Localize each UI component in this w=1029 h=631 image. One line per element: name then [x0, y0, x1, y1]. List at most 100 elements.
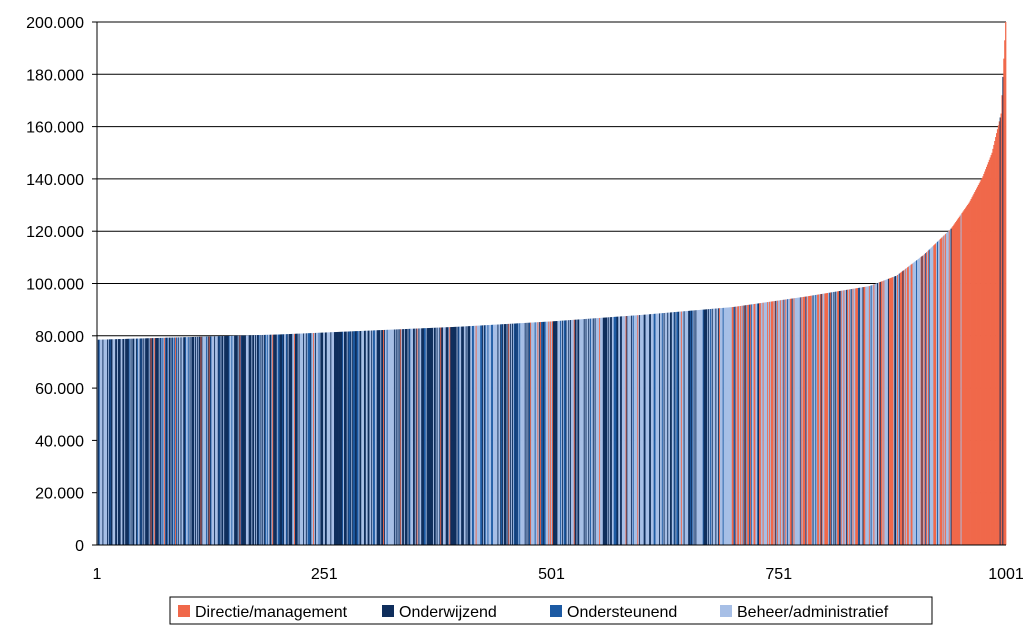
bar-24	[117, 339, 120, 545]
bar-946	[955, 222, 957, 546]
bar-901	[914, 261, 916, 545]
bar-173	[253, 335, 255, 545]
bar-320	[386, 329, 388, 545]
bar-681	[714, 308, 716, 545]
x-tick-label: 1001	[988, 566, 1024, 583]
bar-233	[307, 333, 309, 545]
bar-617	[656, 313, 658, 545]
bar-833	[852, 288, 854, 545]
bar-850	[867, 286, 870, 545]
bar-272	[343, 331, 345, 545]
bar-909	[921, 256, 923, 545]
bar-948	[956, 219, 959, 545]
bar-866	[882, 280, 884, 545]
bar-315	[382, 330, 384, 545]
bar-365	[427, 328, 429, 545]
bar-162	[243, 335, 245, 545]
bar-872	[887, 278, 890, 545]
bar-733	[761, 302, 763, 545]
bar-436	[492, 324, 494, 545]
bar-58	[148, 338, 151, 545]
bar-180	[259, 335, 261, 545]
bar-520	[568, 320, 570, 545]
bar-83	[171, 337, 173, 545]
bar-798	[820, 294, 823, 545]
bar-517	[565, 320, 567, 545]
bar-930	[940, 238, 942, 546]
bar-643	[680, 311, 682, 545]
bar-971	[977, 185, 980, 545]
bar-718	[748, 304, 750, 545]
bar-877	[892, 277, 894, 545]
bar-824	[844, 290, 846, 545]
bar-449	[503, 324, 506, 545]
bar-498	[548, 321, 550, 545]
bar-246	[319, 332, 321, 545]
bar-62	[152, 338, 154, 545]
x-tick-label: 501	[538, 566, 565, 583]
bar-280	[350, 331, 352, 545]
bar-939	[948, 230, 951, 545]
bar-21	[115, 339, 117, 545]
bar-394	[453, 326, 456, 545]
bar-860	[877, 282, 879, 545]
bar-546	[591, 318, 594, 545]
bar-244	[317, 332, 319, 545]
bar-332	[397, 329, 399, 545]
bar-197	[274, 334, 277, 545]
bar-525	[572, 319, 575, 545]
bar-422	[479, 325, 481, 545]
bar-942	[951, 227, 953, 545]
bar-766	[791, 298, 793, 545]
bar-771	[796, 297, 798, 545]
bar-130	[214, 336, 216, 545]
bar-544	[590, 318, 592, 545]
bar-299	[367, 330, 369, 545]
bar-837	[856, 288, 858, 545]
bar-39	[131, 338, 133, 545]
bar-223	[298, 333, 300, 545]
bar-486	[537, 322, 539, 545]
bar-651	[687, 310, 689, 545]
bar-600	[640, 314, 643, 545]
bar-102	[188, 337, 190, 545]
bar-845	[863, 287, 865, 545]
bar-136	[219, 336, 221, 545]
bar-358	[421, 328, 423, 545]
bar-8	[103, 339, 105, 545]
bar-364	[426, 328, 428, 545]
bar-712	[742, 305, 744, 545]
bar-870	[886, 279, 888, 545]
bar-934	[944, 234, 946, 545]
bar-76	[165, 337, 167, 545]
bar-334	[399, 329, 401, 545]
bar-55	[146, 338, 148, 545]
bar-458	[512, 323, 514, 545]
bar-127	[211, 336, 213, 545]
bar-137	[220, 336, 222, 545]
bar-688	[720, 308, 723, 545]
bar-556	[600, 317, 603, 545]
bar-212	[288, 334, 290, 545]
bar-854	[871, 285, 873, 545]
bar-635	[672, 312, 674, 545]
bar-202	[279, 334, 281, 545]
bar-680	[713, 308, 715, 545]
bar-31	[124, 338, 126, 545]
bar-840	[858, 287, 861, 545]
bar-74	[163, 337, 165, 545]
bar-489	[540, 322, 542, 545]
bar-647	[683, 311, 685, 545]
bar-633	[670, 312, 673, 545]
bar-963	[970, 198, 972, 545]
bar-468	[521, 323, 523, 545]
bar-770	[795, 298, 797, 545]
bar-145	[227, 335, 230, 545]
bar-425	[482, 325, 484, 545]
bar-109	[195, 336, 197, 545]
bar-722	[751, 304, 753, 545]
bar-243	[316, 332, 319, 545]
bar-699	[730, 307, 733, 545]
bar-250	[323, 332, 325, 545]
bar-30	[123, 338, 125, 545]
